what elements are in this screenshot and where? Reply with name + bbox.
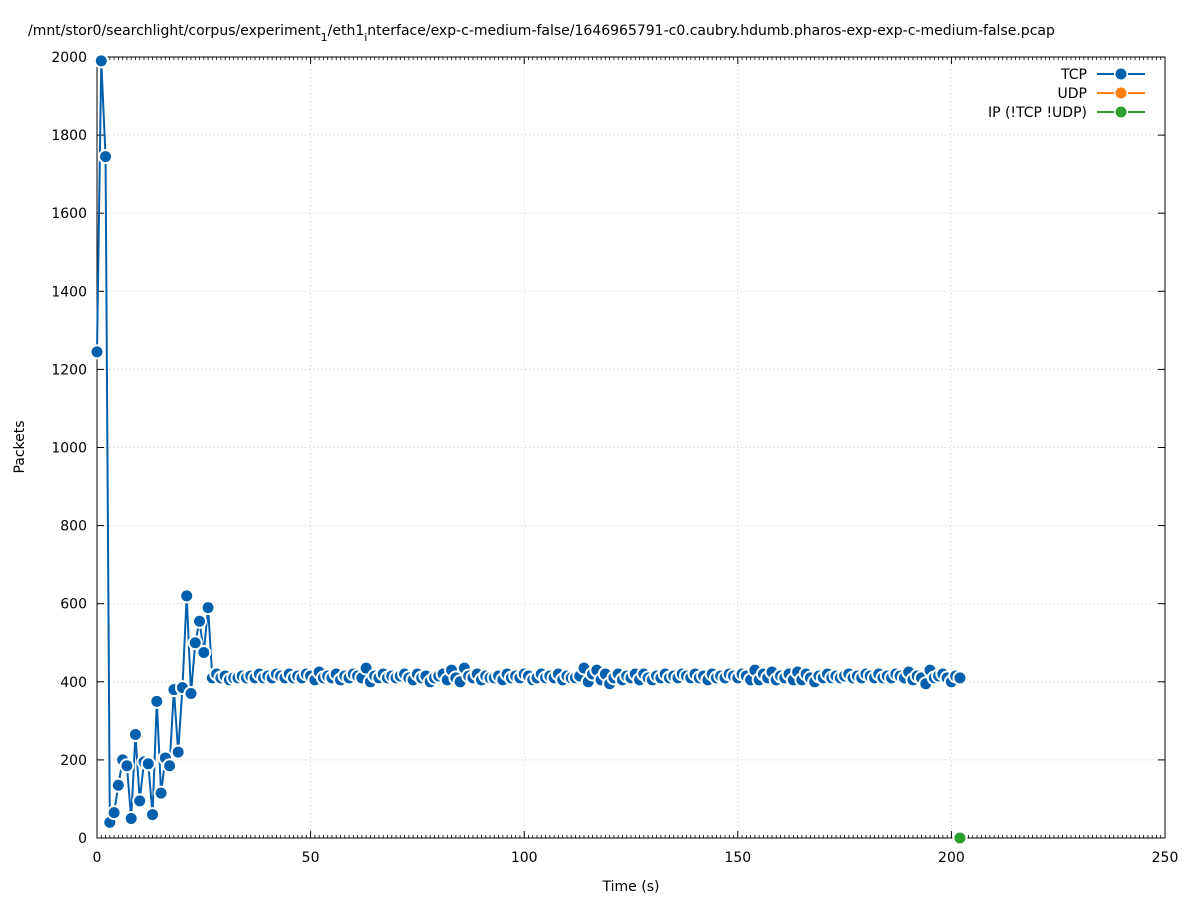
data-point [110, 777, 126, 793]
x-axis-label: Time (s) [602, 879, 660, 895]
x-tick-label: 200 [938, 850, 965, 866]
series-ip [952, 830, 968, 846]
data-point [93, 53, 109, 69]
y-tick-label: 1800 [51, 128, 87, 144]
legend-label: UDP [1058, 86, 1087, 102]
data-point [192, 613, 208, 629]
legend: TCP UDP IP (!TCP !UDP) [988, 67, 1145, 121]
data-point [196, 645, 212, 661]
chart-title-part: nterface/exp-c-medium-false/1646965791-c… [367, 23, 1055, 39]
x-tick-label: 100 [511, 850, 538, 866]
y-tick-label: 1200 [51, 362, 87, 378]
series-layer [89, 53, 968, 846]
y-tick-label: 1000 [51, 441, 87, 457]
grid [97, 57, 1165, 838]
data-point [145, 807, 161, 823]
data-point [89, 344, 105, 360]
series-line [96, 60, 961, 823]
data-point [98, 149, 114, 165]
data-point [952, 830, 968, 846]
legend-label: IP (!TCP !UDP) [988, 105, 1087, 121]
chart-title-part: /mnt/stor0/searchlight/corpus/experiment [28, 23, 321, 39]
series-tcp [89, 53, 968, 830]
chart-title: /mnt/stor0/searchlight/corpus/experiment… [28, 23, 1055, 44]
x-tick-label: 0 [93, 850, 102, 866]
chart-title-part: /eth1 [328, 23, 365, 39]
data-point [132, 793, 148, 809]
data-point [187, 635, 203, 651]
data-point [106, 805, 122, 821]
y-tick-label: 800 [60, 519, 87, 535]
axis-ticks: 0 50 100 150 200 250 0 200 400 600 800 1000 1200 1400… [51, 50, 1178, 866]
y-tick-label: 2000 [51, 50, 87, 66]
data-point [200, 600, 216, 616]
legend-marker [1115, 68, 1127, 80]
y-tick-label: 400 [60, 675, 87, 691]
data-point [162, 758, 178, 774]
data-point [170, 744, 186, 760]
y-tick-label: 1400 [51, 284, 87, 300]
x-tick-label: 150 [724, 850, 751, 866]
x-tick-label: 250 [1152, 850, 1179, 866]
data-point [149, 693, 165, 709]
data-point [179, 588, 195, 604]
y-tick-label: 200 [60, 753, 87, 769]
plot-frame [96, 56, 1166, 839]
y-axis-label: Packets [12, 420, 28, 473]
data-point [952, 670, 968, 686]
y-tick-label: 1600 [51, 206, 87, 222]
data-point [119, 758, 135, 774]
chart-title-subscript: i [364, 31, 367, 44]
legend-marker [1115, 87, 1127, 99]
data-point [127, 727, 143, 743]
data-point [140, 756, 156, 772]
chart-title-subscript: 1 [321, 31, 328, 44]
legend-label: TCP [1060, 67, 1087, 83]
y-tick-label: 0 [78, 831, 87, 847]
data-point [123, 810, 139, 826]
legend-marker [1115, 106, 1127, 118]
y-tick-label: 600 [60, 597, 87, 613]
x-tick-label: 50 [302, 850, 320, 866]
data-point [183, 686, 199, 702]
data-point [153, 785, 169, 801]
